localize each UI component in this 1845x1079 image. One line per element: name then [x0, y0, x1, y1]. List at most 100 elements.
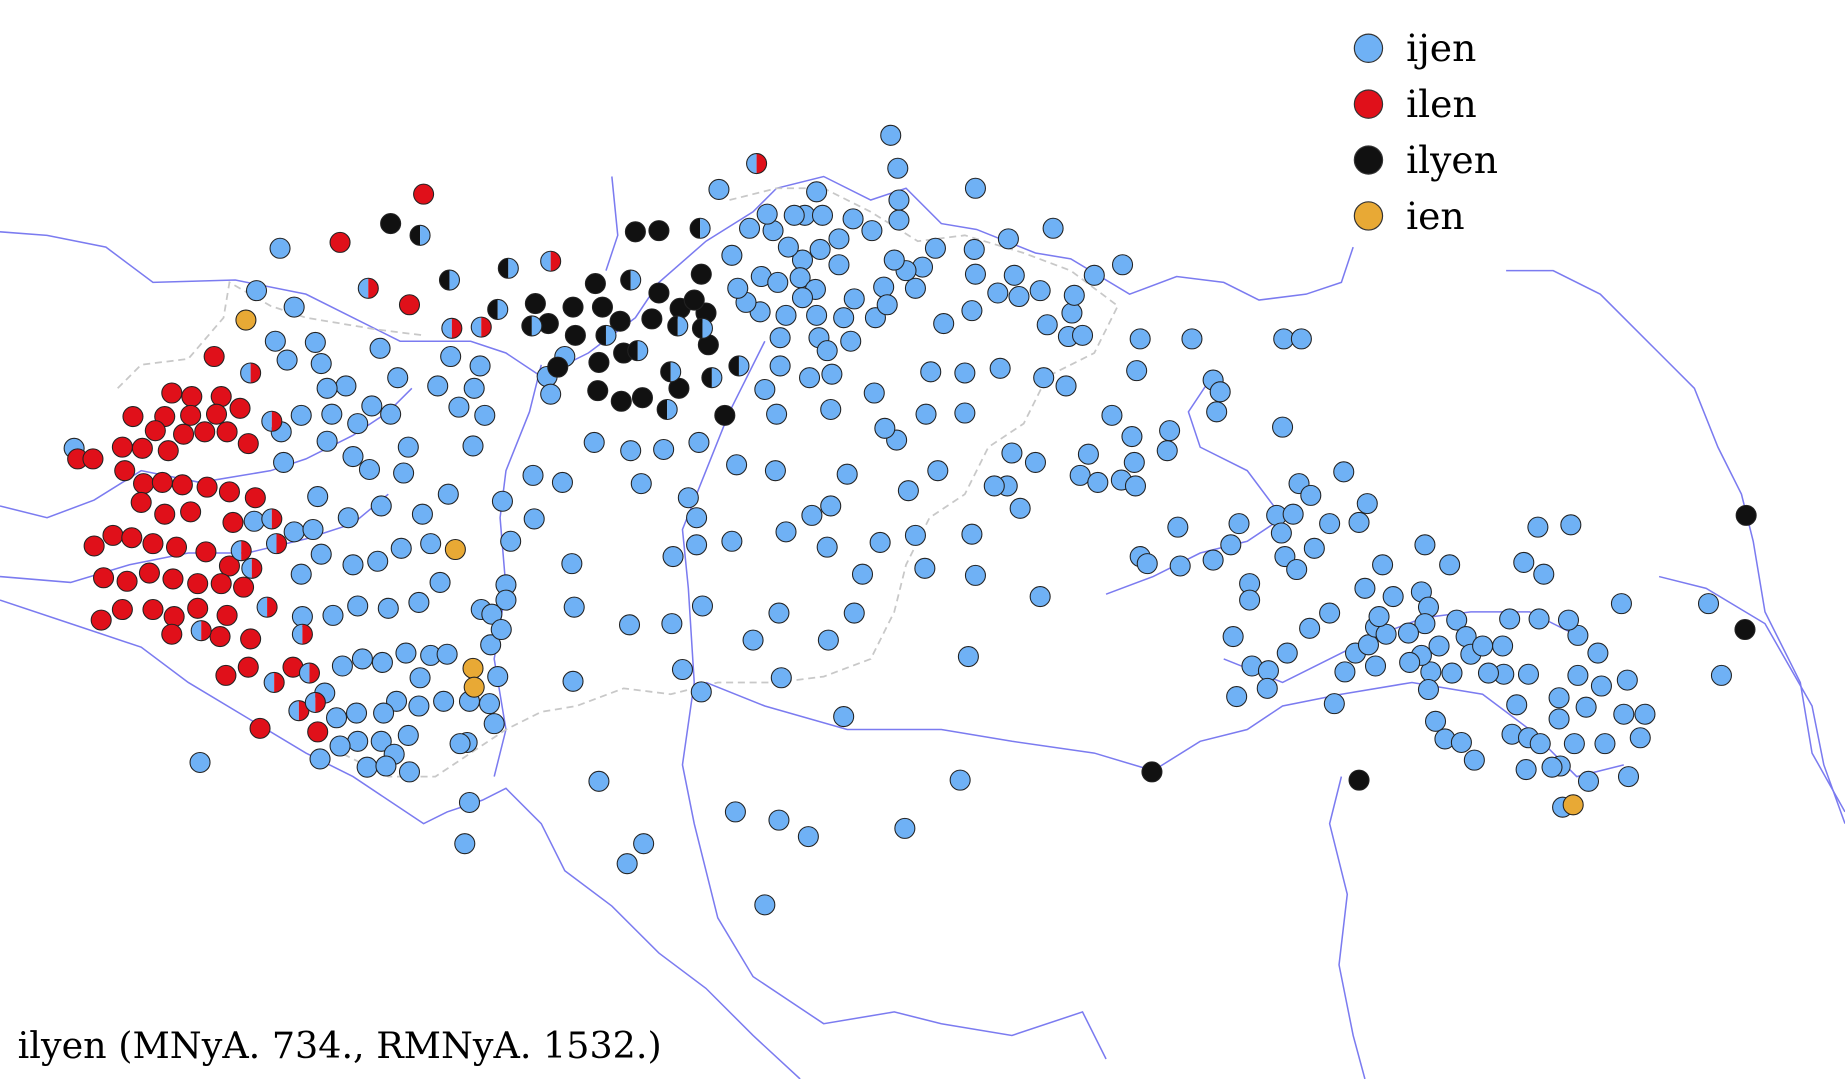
location-dot [843, 602, 865, 624]
location-dot [820, 495, 842, 517]
location-dot [811, 204, 834, 226]
location-dot [480, 634, 502, 656]
location-dot [1129, 328, 1151, 350]
location-dot [1257, 660, 1279, 682]
location-dot [187, 597, 209, 619]
location-dot-outline [540, 250, 562, 272]
location-dot [463, 377, 485, 399]
location-dot [1463, 749, 1485, 771]
location-dot [237, 656, 259, 678]
location-dot [1003, 264, 1025, 286]
location-dot [347, 413, 369, 435]
location-dot [1055, 375, 1077, 397]
location-dot [1513, 551, 1535, 573]
location-dot [205, 403, 228, 425]
location-dot-half [288, 700, 299, 721]
location-dot [235, 309, 257, 331]
location-dot [437, 483, 459, 505]
location-dot-outline [265, 533, 288, 555]
location-dot-outline [190, 620, 212, 642]
location-dot [337, 507, 359, 529]
location-dot [1590, 675, 1612, 697]
location-dot [500, 530, 522, 552]
legend-label: ilen [1406, 82, 1477, 126]
location-dot-outline [656, 398, 678, 421]
location-dot [487, 666, 509, 688]
location-dot [102, 524, 124, 546]
location-dot [1527, 516, 1549, 538]
location-dot [1222, 626, 1244, 648]
location-dot [367, 550, 389, 572]
location-dot [653, 438, 675, 461]
location-dot [463, 676, 485, 698]
location-dot [954, 402, 976, 424]
location-dot [408, 591, 430, 613]
location-dot [1577, 770, 1600, 792]
location-dot [688, 431, 710, 453]
location-dot [756, 203, 778, 225]
location-dot [742, 629, 764, 651]
location-dot-half [274, 672, 285, 693]
location-dot [1042, 217, 1064, 239]
location-dot [390, 537, 412, 559]
location-dot-half [441, 318, 452, 339]
location-dot [561, 553, 583, 575]
location-dot [768, 602, 790, 624]
location-dot [836, 463, 858, 485]
location-dot [767, 271, 789, 293]
location-dot-half [271, 411, 282, 432]
location-dot [491, 490, 513, 512]
location-dot [833, 307, 855, 329]
location-dot-outline [409, 224, 431, 246]
location-dot [954, 362, 976, 384]
location-dot [165, 536, 188, 558]
location-dot [373, 702, 395, 724]
location-dot [961, 300, 983, 322]
location-dot [1299, 617, 1321, 639]
location-dot [380, 213, 402, 235]
location-dot-outline [728, 355, 750, 377]
location-dot [1334, 661, 1356, 683]
location-dot [1121, 426, 1143, 448]
location-dot [869, 531, 891, 553]
location-dot [775, 521, 797, 543]
location-dot-outline [627, 340, 649, 362]
location-dot [1563, 733, 1585, 755]
location-dot-half [667, 315, 678, 336]
location-dot [244, 487, 266, 509]
location-dot [189, 751, 211, 774]
location-dot [843, 288, 865, 310]
location-dot [1123, 451, 1145, 473]
location-dot [1069, 464, 1091, 486]
location-dot [490, 618, 512, 641]
location-dot [727, 277, 749, 299]
location-dot-outline [689, 217, 711, 239]
location-dot-half [497, 299, 508, 320]
location-dot [411, 503, 433, 525]
location-dot [686, 507, 708, 529]
location-dot [245, 280, 268, 302]
location-dot [142, 533, 164, 555]
location-dot [1397, 622, 1419, 644]
location-dot [309, 748, 331, 770]
location-dot [1206, 401, 1228, 423]
location-dot [210, 386, 232, 408]
location-dot-outline [521, 315, 543, 337]
location-dot [588, 770, 610, 792]
location-dot [1697, 593, 1720, 615]
location-dot [1061, 302, 1083, 324]
location-dot-half [508, 258, 519, 279]
legend-label: ijen [1406, 26, 1476, 70]
location-dot [1300, 484, 1322, 506]
location-dot [1101, 404, 1123, 426]
location-dot-outline [261, 508, 283, 530]
location-dot [329, 231, 351, 253]
location-dot [273, 451, 295, 473]
location-dot [677, 487, 699, 509]
location-dot [828, 254, 850, 276]
location-dot [370, 730, 392, 752]
location-dot [181, 386, 203, 408]
location-dot [495, 589, 517, 611]
location-dot-half [309, 663, 320, 684]
location-dot-half [368, 278, 379, 299]
